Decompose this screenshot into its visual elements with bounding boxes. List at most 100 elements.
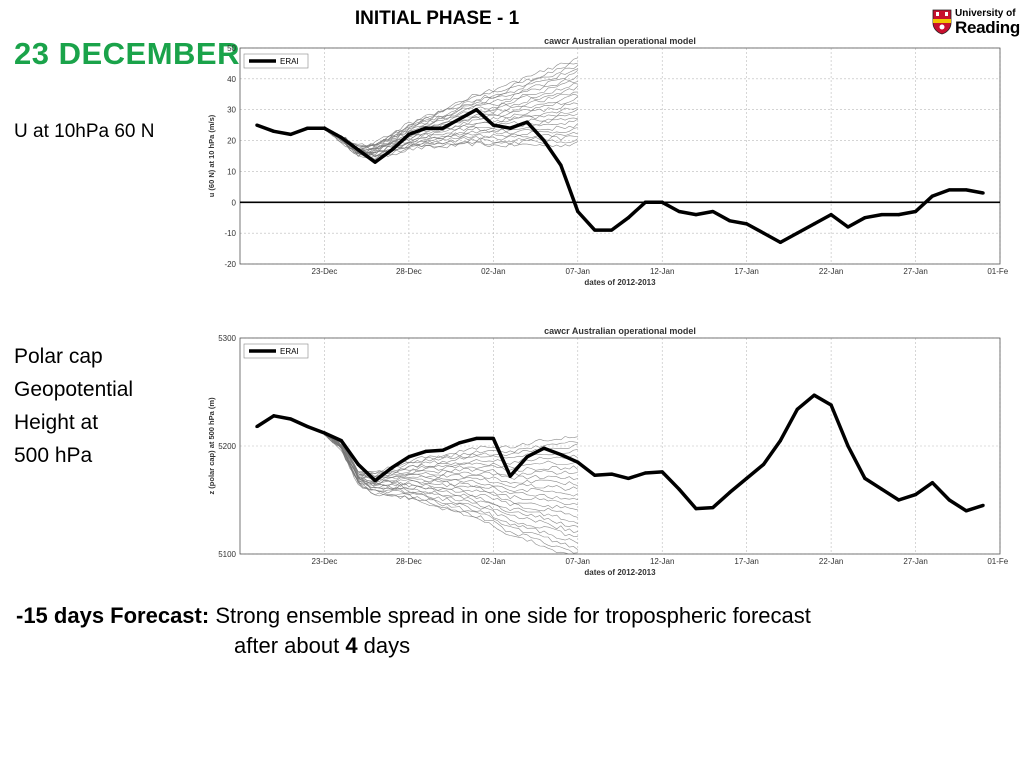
polar-cap-label: Polar cap Geopotential Height at 500 hPa bbox=[14, 340, 133, 472]
slide-title: INITIAL PHASE - 1 bbox=[354, 8, 520, 29]
data-point bbox=[559, 163, 563, 167]
caption-text2b: days bbox=[357, 633, 411, 658]
polar-label-line: 500 hPa bbox=[14, 444, 93, 467]
data-point bbox=[508, 126, 512, 130]
y-tick-label: 30 bbox=[227, 106, 236, 115]
data-point bbox=[626, 216, 631, 220]
x-tick-label: 22-Jan bbox=[819, 267, 843, 276]
data-point bbox=[407, 132, 411, 136]
data-point bbox=[272, 129, 276, 133]
data-point bbox=[947, 188, 951, 192]
x-tick-label: 23-Dec bbox=[312, 267, 338, 276]
caption-days-number: 4 bbox=[345, 633, 358, 658]
ensemble-member-line bbox=[324, 57, 578, 147]
data-point bbox=[863, 476, 867, 480]
data-point bbox=[812, 222, 816, 226]
data-point bbox=[390, 466, 394, 470]
data-point bbox=[609, 228, 614, 232]
data-point bbox=[373, 160, 377, 164]
x-tick-label: 27-Jan bbox=[903, 557, 927, 566]
data-point bbox=[474, 108, 479, 112]
ensemble-member-line bbox=[324, 434, 578, 554]
x-tick-label: 22-Jan bbox=[819, 557, 843, 566]
data-point bbox=[474, 436, 479, 441]
date-heading: 23 DECEMBER bbox=[14, 36, 240, 71]
ensemble-member-line bbox=[324, 434, 578, 506]
logo-text-line1: University of bbox=[955, 8, 1016, 19]
data-point bbox=[491, 123, 495, 127]
ensemble-member-line bbox=[324, 434, 578, 486]
data-point bbox=[289, 417, 293, 421]
polar-label-line: Polar cap bbox=[14, 345, 103, 368]
data-point bbox=[255, 123, 259, 127]
x-tick-label: 12-Jan bbox=[650, 267, 674, 276]
polar-label-line: Geopotential bbox=[14, 378, 134, 401]
data-point bbox=[272, 414, 276, 418]
ensemble-member-line bbox=[324, 433, 578, 500]
data-point bbox=[829, 403, 833, 407]
x-tick-label: 02-Jan bbox=[481, 557, 505, 566]
data-point bbox=[356, 148, 360, 152]
caption-text2a: after about bbox=[234, 633, 346, 658]
data-point bbox=[289, 132, 293, 136]
legend-label: ERAI bbox=[280, 347, 299, 356]
data-point bbox=[390, 148, 394, 152]
data-point bbox=[913, 493, 918, 497]
x-tick-label: 28-Dec bbox=[396, 557, 422, 566]
data-point bbox=[711, 505, 715, 510]
x-tick-label: 27-Jan bbox=[903, 267, 927, 276]
data-point bbox=[593, 228, 597, 232]
x-tick-label: 28-Dec bbox=[396, 267, 422, 276]
y-tick-label: 5300 bbox=[218, 334, 236, 343]
data-point bbox=[322, 431, 327, 435]
data-point bbox=[728, 219, 732, 223]
data-point bbox=[339, 439, 343, 443]
data-point bbox=[880, 213, 884, 217]
data-point bbox=[407, 455, 411, 459]
y-tick-label: 40 bbox=[227, 75, 236, 84]
ensemble-member-line bbox=[324, 432, 578, 555]
data-point bbox=[694, 213, 698, 217]
y-tick-label: 20 bbox=[227, 137, 236, 146]
y-tick-label: 5200 bbox=[218, 442, 236, 451]
x-tick-label: 02-Jan bbox=[481, 267, 505, 276]
ensemble-member-line bbox=[324, 83, 578, 152]
plot-frame bbox=[239, 47, 1001, 265]
caption-text1: Strong ensemble spread in one side for t… bbox=[209, 603, 811, 628]
logo-text-line2: Reading bbox=[955, 18, 1020, 37]
data-point bbox=[778, 240, 783, 244]
u-wind-label: U at 10hPa 60 N bbox=[14, 121, 155, 142]
series-line-erai bbox=[256, 107, 984, 245]
ensemble-member-line bbox=[324, 74, 579, 149]
x-tick-label: 17-Jan bbox=[734, 267, 758, 276]
x-axis-label: dates of 2012-2013 bbox=[584, 278, 656, 287]
x-tick-label: 01-Feb bbox=[987, 267, 1008, 276]
data-point bbox=[559, 453, 563, 457]
series-line-erai bbox=[255, 393, 984, 513]
y-axis-label: z (polar cap) at 500 hPa (m) bbox=[207, 397, 216, 495]
data-point bbox=[542, 138, 546, 143]
data-point bbox=[880, 487, 884, 491]
data-point bbox=[981, 191, 985, 195]
data-point bbox=[339, 135, 343, 140]
caption-lead: -15 days Forecast: bbox=[16, 603, 210, 628]
university-logo: University of Reading bbox=[932, 8, 1022, 38]
data-point bbox=[947, 498, 951, 502]
chart-title: cawcr Australian operational model bbox=[544, 326, 696, 336]
y-tick-label: -10 bbox=[224, 229, 236, 238]
plot-frame bbox=[239, 337, 1001, 555]
geopotential-chart: cawcr Australian operational model 23-Dec… bbox=[207, 326, 1008, 577]
x-tick-label: 01-Feb bbox=[987, 557, 1008, 566]
ensemble-member-line bbox=[324, 432, 578, 550]
data-point bbox=[491, 436, 495, 441]
data-point bbox=[525, 455, 529, 459]
data-point bbox=[643, 200, 647, 204]
x-axis-label: dates of 2012-2013 bbox=[584, 568, 656, 577]
y-tick-label: 5100 bbox=[218, 550, 236, 559]
data-point bbox=[711, 209, 715, 214]
data-point bbox=[305, 126, 310, 130]
data-point bbox=[677, 209, 681, 214]
u-wind-chart: cawcr Australian operational model 23-Dec… bbox=[207, 36, 1008, 287]
data-point bbox=[626, 476, 631, 480]
crest-icon bbox=[932, 9, 952, 35]
